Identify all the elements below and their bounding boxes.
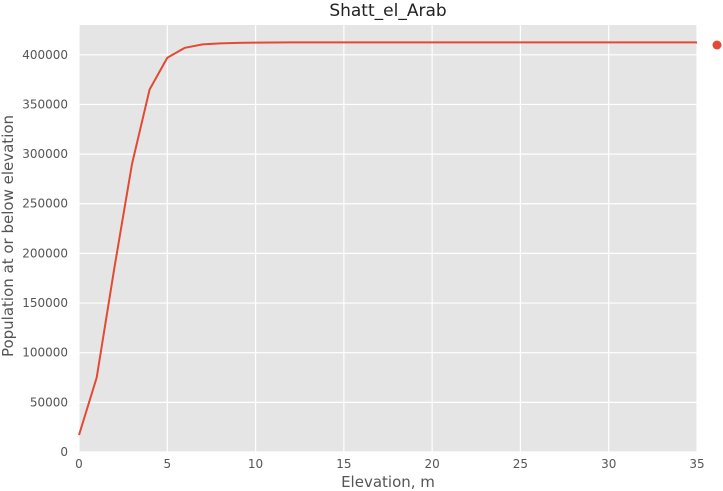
y-tick-label: 350000 <box>22 97 68 111</box>
series-line <box>78 41 697 436</box>
y-tick-label: 50000 <box>30 395 68 409</box>
x-tick-label: 20 <box>425 457 440 471</box>
x-axis-label: Elevation, m <box>341 473 435 491</box>
x-tick-label: 0 <box>75 457 83 471</box>
y-tick-label: 150000 <box>22 296 68 310</box>
chart-title: Shatt_el_Arab <box>329 1 446 21</box>
x-tick-label: 30 <box>601 457 616 471</box>
x-tick-label: 10 <box>248 457 263 471</box>
y-tick-label: 250000 <box>22 197 68 211</box>
y-tick-label: 0 <box>60 445 68 459</box>
x-tick-label: 25 <box>513 457 528 471</box>
y-tick-label: 300000 <box>22 147 68 161</box>
y-axis-label: Population at or below elevation <box>0 115 17 357</box>
plot-area <box>79 25 697 452</box>
y-tick-label: 400000 <box>22 48 68 62</box>
x-tick-label: 35 <box>689 457 704 471</box>
x-tick-label: 5 <box>163 457 171 471</box>
x-tick-label: 15 <box>336 457 351 471</box>
y-tick-label: 200000 <box>22 246 68 260</box>
y-tick-label: 100000 <box>22 346 68 360</box>
legend-marker <box>712 40 722 50</box>
